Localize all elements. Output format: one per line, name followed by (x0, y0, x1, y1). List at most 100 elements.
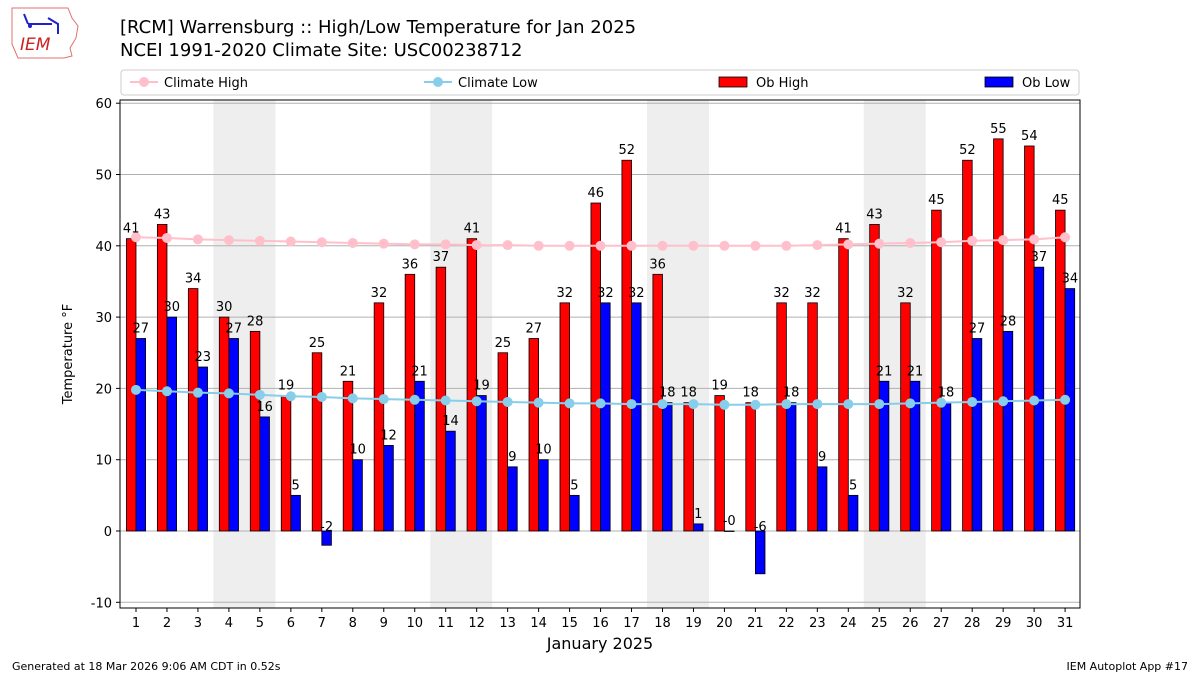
legend-bar-icon (718, 76, 748, 88)
ob-low-bar-label: 34 (1062, 272, 1079, 287)
x-tick-label: 23 (809, 616, 826, 631)
climate-high-point (626, 240, 637, 251)
ob-high-bar (466, 238, 478, 532)
legend: Climate High Climate Low Ob High Ob Low (120, 69, 1080, 96)
ob-high-bar-label: 41 (464, 222, 481, 237)
climate-high-point (131, 232, 141, 243)
ob-low-bar (693, 523, 704, 532)
ob-low-bar (569, 494, 580, 532)
y-tick-label: 60 (95, 97, 112, 112)
ob-low-bar (321, 530, 332, 546)
ob-high-bar (1024, 145, 1035, 532)
legend-label: Ob Low (1022, 76, 1071, 91)
ob-low-bar-label: -2 (320, 520, 333, 535)
ob-high-bar (311, 352, 323, 532)
climate-high-point (750, 240, 761, 251)
ob-high-bar (218, 316, 230, 532)
climate-low-point (874, 399, 885, 410)
climate-high-point (192, 234, 203, 245)
ob-high-bar (126, 238, 137, 532)
ob-high-bar (156, 224, 168, 532)
climate-high-point (998, 235, 1009, 246)
ob-high-bar-label: 28 (247, 314, 264, 329)
x-tick-label: 17 (623, 616, 640, 631)
ob-low-bar-label: 10 (535, 443, 552, 458)
ob-low-bar (724, 530, 735, 532)
climate-high-point (1029, 234, 1040, 245)
x-tick-label: 16 (592, 616, 609, 631)
climate-low-point (688, 399, 699, 410)
ob-high-bar-label: 43 (866, 207, 883, 222)
x-tick-label: 5 (256, 616, 264, 631)
x-tick-label: 6 (287, 616, 295, 631)
legend-bar-icon (984, 76, 1014, 88)
ob-low-bar-label: 19 (473, 379, 490, 394)
legend-marker-icon (139, 77, 149, 87)
ob-high-bar (869, 224, 880, 532)
x-tick-label: 4 (225, 616, 233, 631)
ob-high-bar-label: 19 (711, 379, 728, 394)
ob-high-bar-label: 45 (928, 193, 945, 208)
ob-high-bar-label: 37 (433, 250, 450, 265)
climate-low-point (1060, 394, 1071, 405)
ob-low-bar-label: 5 (292, 478, 300, 493)
legend-label: Climate Low (458, 76, 538, 91)
y-tick-label: 0 (104, 525, 112, 540)
climate-high-point (843, 239, 854, 250)
ob-low-bar (197, 366, 208, 532)
ob-high-bar (280, 395, 292, 532)
climate-high-point (378, 238, 389, 249)
climate-low-point (192, 387, 203, 398)
climate-low-point (843, 399, 854, 410)
ob-high-bar (838, 238, 849, 532)
ob-low-bar-label: 28 (1000, 314, 1017, 329)
ob-high-bar (373, 302, 385, 532)
ob-low-bar-label: 23 (194, 350, 211, 365)
footer-generated: Generated at 18 Mar 2026 9:06 AM CDT in … (12, 660, 281, 673)
climate-high-point (502, 240, 513, 251)
ob-high-bar-label: 52 (959, 143, 976, 158)
y-axis-label: Temperature °F (61, 304, 76, 405)
ob-low-bar-label: 14 (442, 414, 459, 429)
svg-text:IEM: IEM (20, 35, 51, 55)
ob-high-bar-label: 32 (371, 286, 388, 301)
climate-low-point (409, 394, 420, 405)
ob-high-bar (1055, 209, 1066, 532)
ob-low-bar-label: 9 (508, 450, 516, 465)
ob-low-bar (414, 380, 425, 532)
legend-label: Climate High (164, 76, 248, 91)
ob-high-bar (683, 402, 694, 532)
ob-high-bar-label: 55 (990, 122, 1007, 137)
y-tick-label: 40 (95, 240, 112, 255)
climate-high-point (688, 240, 699, 251)
climate-low-point (998, 396, 1009, 407)
ob-high-bar-label: 27 (526, 321, 543, 336)
x-tick-label: 7 (318, 616, 326, 631)
ob-high-bar (559, 302, 570, 532)
climate-high-point (471, 240, 482, 251)
ob-low-bar (785, 402, 797, 532)
climate-high-point (564, 240, 575, 251)
ob-low-bar-label: -0 (723, 514, 736, 529)
legend-label: Ob High (756, 76, 809, 91)
climate-low-point (285, 391, 296, 402)
ob-low-bar (1002, 330, 1014, 532)
x-tick-label: 28 (964, 616, 981, 631)
ob-low-bar (1064, 288, 1076, 532)
ob-high-bar (621, 159, 632, 532)
climate-high-point (440, 239, 451, 250)
climate-low-point (223, 388, 234, 399)
climate-low-point (719, 399, 730, 410)
ob-low-bar-label: 21 (411, 364, 428, 379)
x-tick-label: 29 (995, 616, 1012, 631)
ob-high-bar-label: 36 (402, 257, 419, 272)
ob-low-bar (878, 380, 890, 532)
climate-low-point (161, 386, 172, 397)
climate-low-point (564, 398, 575, 409)
climate-low-point (533, 397, 544, 408)
footer-app: IEM Autoplot App #17 (1066, 660, 1189, 673)
x-tick-label: 22 (778, 616, 795, 631)
climate-high-point (533, 240, 544, 251)
